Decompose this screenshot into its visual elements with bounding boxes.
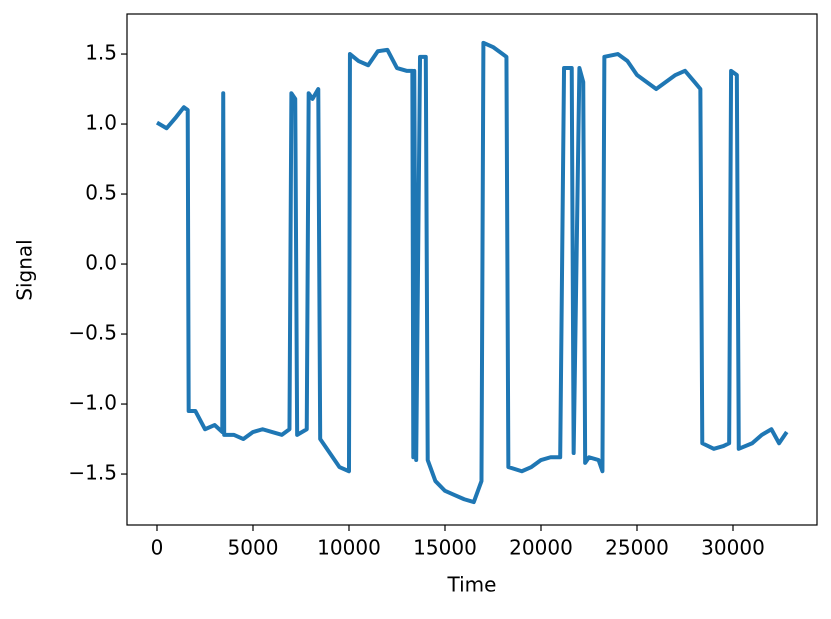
y-tick-label: −0.5 (68, 321, 117, 345)
plot-frame (126, 13, 818, 526)
y-tick-label: −1.5 (68, 461, 117, 485)
x-axis-label: Time (447, 573, 497, 597)
y-tick-label: 1.0 (85, 111, 117, 135)
x-tick-label: 10000 (317, 536, 381, 560)
line-series (155, 40, 789, 505)
y-tick-label: 0.0 (85, 251, 117, 275)
y-tick-label: 1.5 (85, 41, 117, 65)
y-tick-label: −1.0 (68, 391, 117, 415)
x-tick-label: 0 (151, 536, 164, 560)
x-tick-label: 5000 (228, 536, 279, 560)
y-tick-label: 0.5 (85, 181, 117, 205)
x-tick-label: 20000 (509, 536, 573, 560)
x-tick-label: 25000 (605, 536, 669, 560)
x-tick-label: 30000 (701, 536, 765, 560)
x-tick-label: 15000 (413, 536, 477, 560)
y-axis-label: Signal (13, 239, 37, 300)
